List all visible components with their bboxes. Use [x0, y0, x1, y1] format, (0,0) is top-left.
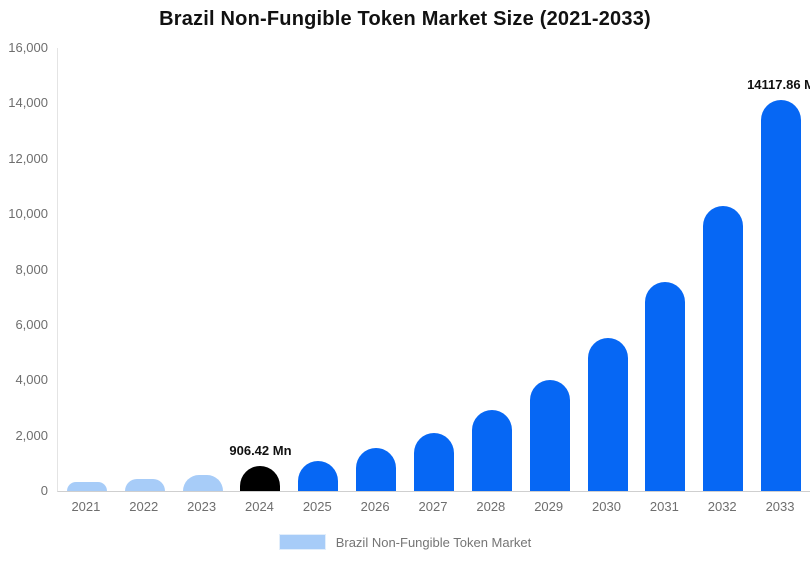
x-tick-label-2029: 2029: [534, 499, 564, 514]
bar-slot-2032: [694, 48, 752, 491]
bar-slot-2021: [58, 48, 116, 491]
bar-slot-2028: [463, 48, 521, 491]
y-tick-label-0: 0: [40, 483, 48, 498]
bar-slot-2023: [174, 48, 232, 491]
x-tick-label-2026: 2026: [360, 499, 390, 514]
x-tick-label-2024: 2024: [244, 499, 274, 514]
bar-slot-2027: [405, 48, 463, 491]
bar-2032[interactable]: [703, 206, 744, 491]
y-axis-labels: 0 2,000 4,000 6,000 8,000 10,000 12,000 14,000 1…: [0, 0, 48, 562]
x-axis-labels: 2021 2022 2023 2024 2025 2026 2027 2028 2029 2030…: [57, 499, 809, 514]
bar-value-label-2033: 14117.86 M: [747, 77, 810, 93]
bar-2029[interactable]: [529, 380, 570, 491]
bar-slot-2025: [289, 48, 347, 491]
plot-area: 906.42 Mn 14117.86 M: [57, 48, 810, 492]
y-tick-label-2000: 2,000: [15, 427, 48, 443]
bar-slot-2031: [636, 48, 694, 491]
legend-item[interactable]: Brazil Non-Fungible Token Market: [278, 534, 532, 550]
x-tick-label-2022: 2022: [129, 499, 159, 514]
bar-2024[interactable]: [240, 465, 281, 491]
x-tick-label-2025: 2025: [302, 499, 332, 514]
bar-2026[interactable]: [356, 448, 397, 491]
x-tick-label-2023: 2023: [187, 499, 217, 514]
bar-2030[interactable]: [587, 338, 628, 491]
x-tick-label-2030: 2030: [592, 499, 621, 514]
bar-slot-2026: [347, 48, 405, 491]
y-tick-label-6000: 6,000: [15, 316, 48, 332]
bar-slot-2024: 906.42 Mn: [229, 48, 292, 491]
bar-2023[interactable]: [182, 475, 223, 491]
y-tick-label-12000: 12,000: [8, 150, 48, 166]
y-tick-label-14000: 14,000: [8, 95, 48, 111]
legend-label: Brazil Non-Fungible Token Market: [335, 534, 532, 550]
x-tick-label-2028: 2028: [476, 499, 506, 514]
x-tick-label-2031: 2031: [649, 499, 679, 514]
legend: Brazil Non-Fungible Token Market: [0, 534, 810, 550]
bar-2033[interactable]: [761, 100, 802, 491]
bar-2021[interactable]: [66, 482, 107, 491]
y-tick-label-16000: 16,000: [8, 40, 48, 55]
bar-slot-2022: [116, 48, 174, 491]
bars-row: 906.42 Mn 14117.86 M: [58, 48, 810, 491]
x-tick-label-2033: 2033: [765, 499, 795, 514]
bar-slot-2030: [579, 48, 637, 491]
y-tick-label-10000: 10,000: [8, 206, 48, 222]
bar-slot-2033: 14117.86 M: [747, 48, 810, 491]
bar-slot-2029: [521, 48, 579, 491]
y-tick-label-4000: 4,000: [15, 372, 48, 388]
y-tick-label-8000: 8,000: [15, 261, 48, 277]
chart-title: Brazil Non-Fungible Token Market Size (2…: [159, 8, 651, 30]
bar-2031[interactable]: [645, 282, 686, 491]
x-tick-label-2027: 2027: [418, 499, 448, 514]
bar-2027[interactable]: [413, 432, 454, 491]
bar-2022[interactable]: [124, 479, 165, 491]
bar-2028[interactable]: [471, 409, 512, 491]
bar-value-label-2024: 906.42 Mn: [229, 442, 292, 458]
legend-swatch-icon: [278, 534, 326, 550]
x-tick-label-2021: 2021: [71, 499, 101, 514]
x-tick-label-2032: 2032: [707, 499, 737, 514]
bar-2025[interactable]: [298, 460, 339, 491]
